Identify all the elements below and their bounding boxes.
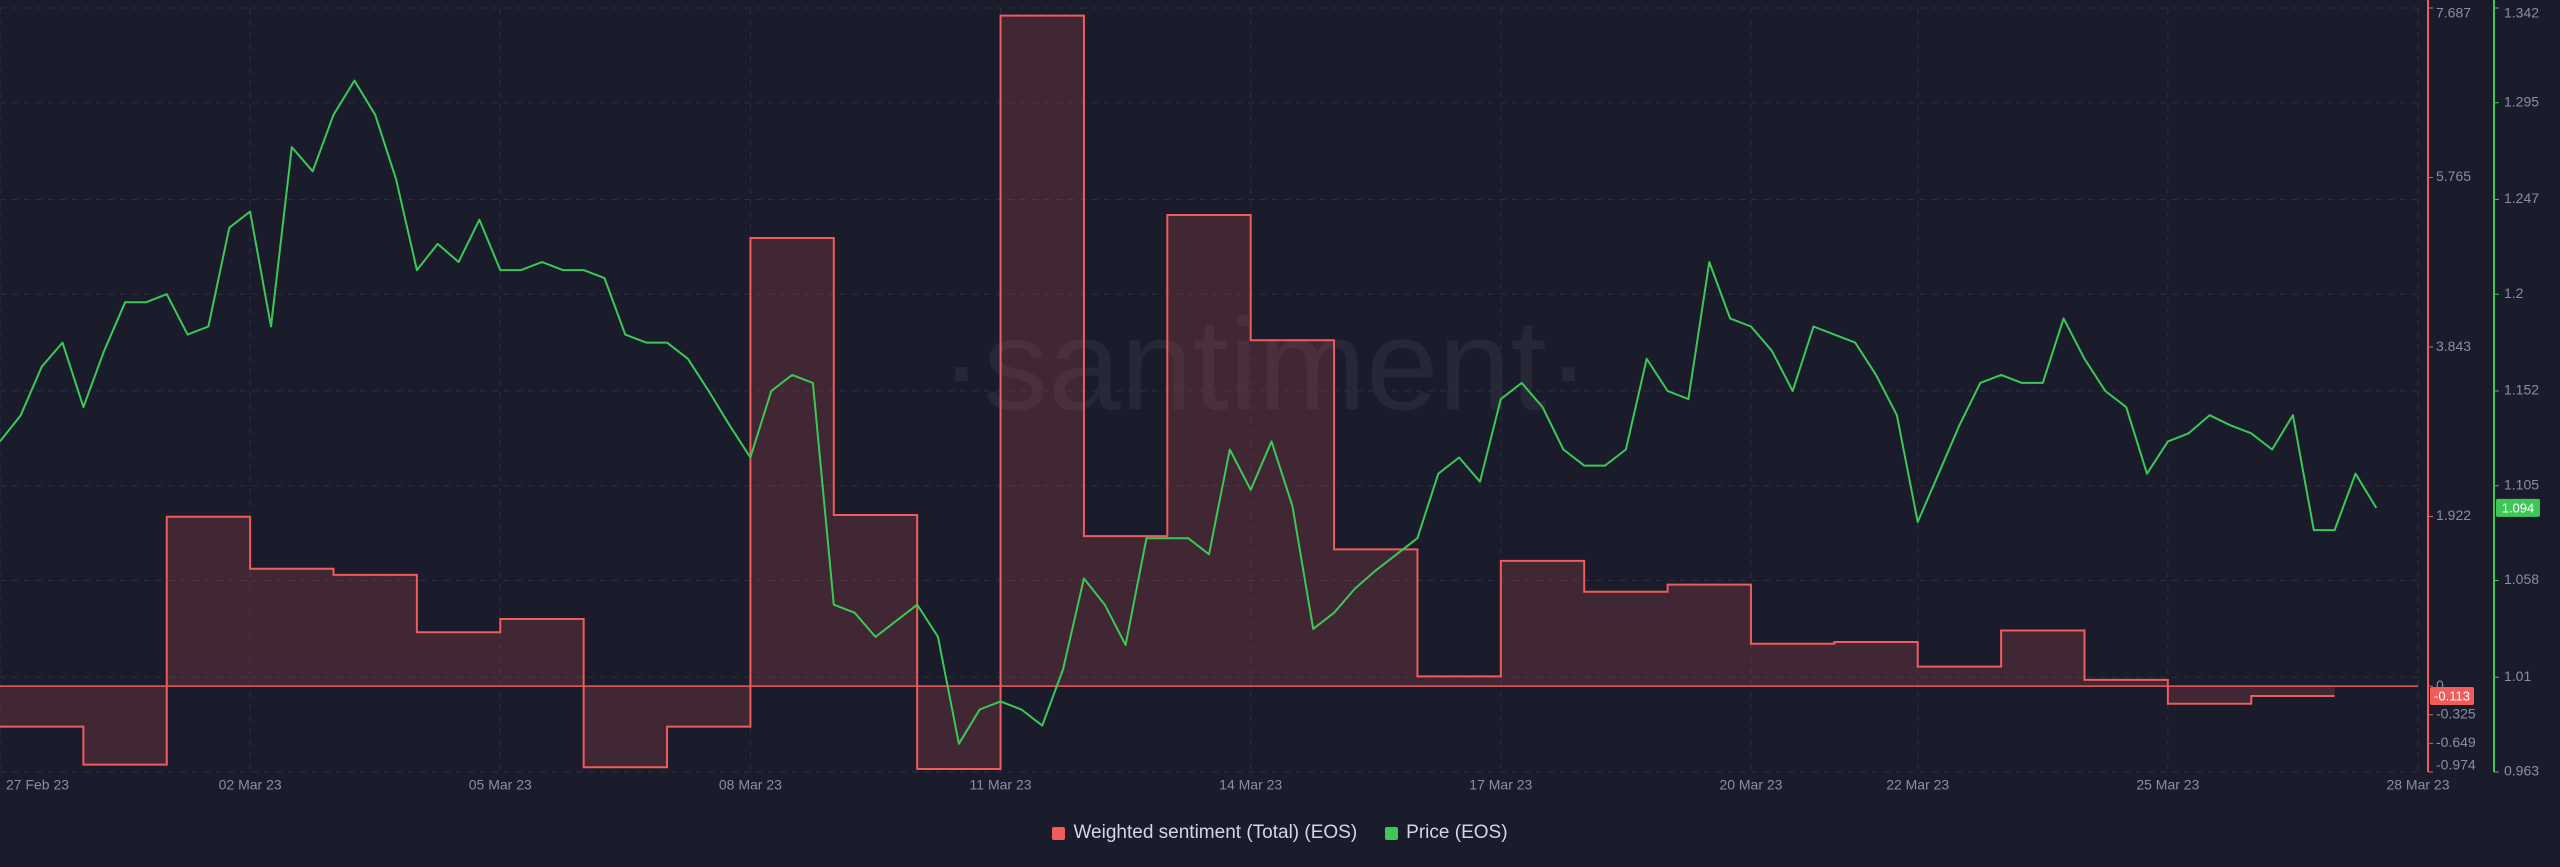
y2-tick-label: 1.01 (2504, 668, 2531, 684)
y-tick-label: 5.765 (2436, 168, 2471, 184)
x-tick-label: 11 Mar 23 (970, 777, 1032, 793)
value-badge-label: -0.113 (2434, 688, 2470, 703)
y-tick-label: 7.687 (2436, 5, 2471, 21)
watermark: ·santiment· (940, 291, 1590, 437)
value-badge (2430, 687, 2474, 706)
sentiment-bar (1667, 584, 1751, 687)
y-tick-label: 1.922 (2436, 507, 2471, 523)
x-tick-label: 17 Mar 23 (1469, 777, 1532, 793)
sentiment-bar (2001, 630, 2085, 687)
x-tick-label: 22 Mar 23 (1886, 777, 1949, 793)
sentiment-bar (416, 632, 501, 687)
legend-swatch (1385, 826, 1399, 840)
y2-tick-label: 1.2 (2504, 285, 2524, 301)
sentiment-bar (917, 686, 1001, 770)
sentiment-bar (500, 619, 584, 687)
y-tick-label: 3.843 (2436, 338, 2471, 354)
sentiment-bar (667, 686, 751, 727)
sentiment-bar (1000, 15, 1084, 687)
sentiment-bar (250, 568, 334, 687)
legend-swatch (1052, 826, 1066, 840)
legend-item[interactable]: Price (EOS) (1385, 822, 1508, 844)
sentiment-outline (0, 14, 2335, 771)
y2-tick-label: 1.247 (2504, 190, 2539, 206)
sentiment-bar (2251, 686, 2335, 697)
sentiment-bar (1500, 560, 1585, 687)
y2-tick-label: 1.295 (2504, 93, 2539, 109)
sentiment-bar (1083, 536, 1168, 687)
sentiment-bar (333, 574, 417, 687)
y2-tick-label: 0.963 (2504, 763, 2539, 779)
x-tick-label: 28 Mar 23 (2386, 777, 2449, 793)
x-tick-label: 14 Mar 23 (1219, 777, 1282, 793)
sentiment-bar (1250, 340, 1335, 687)
sentiment-bar (83, 686, 167, 765)
y2-tick-label: 1.105 (2504, 476, 2539, 492)
sentiment-bar (166, 516, 251, 687)
legend: Weighted sentiment (Total) (EOS) Price (E… (0, 815, 2560, 851)
y2-tick-label: 1.058 (2504, 571, 2539, 587)
y-tick-label: -0.974 (2436, 757, 2476, 773)
x-tick-label: 25 Mar 23 (2136, 777, 2199, 793)
y-tick-label: 0 (2436, 677, 2444, 693)
sentiment-bar (2167, 686, 2252, 704)
sentiment-bar (1417, 676, 1501, 687)
legend-label: Weighted sentiment (Total) (EOS) (1073, 822, 1358, 843)
sentiment-bar (1584, 591, 1668, 687)
sentiment-bar (583, 686, 668, 768)
y-tick-label: -0.649 (2436, 734, 2476, 750)
sentiment-bar (1750, 643, 1835, 687)
chart: ·santiment· 27 Feb 23 02 Mar 23 05 Mar 23 0… (0, 0, 2540, 793)
value-badge (2496, 498, 2540, 517)
y2-tick-label: 1.152 (2504, 382, 2539, 398)
price-line (0, 79, 2378, 745)
legend-item[interactable]: Weighted sentiment (Total) (EOS) (1052, 822, 1357, 844)
sentiment-bar (833, 514, 918, 687)
y-tick-label: -0.325 (2436, 705, 2476, 721)
sentiment-bar (1834, 641, 1918, 687)
sentiment-bar (1334, 549, 1418, 687)
sentiment-bar (1917, 666, 2002, 687)
x-tick-label: 27 Feb 23 (6, 777, 69, 793)
sentiment-bar (0, 686, 84, 727)
x-tick-label: 20 Mar 23 (1719, 777, 1782, 793)
legend-label: Price (EOS) (1406, 822, 1508, 843)
y2-tick-label: 1.342 (2504, 5, 2539, 21)
x-tick-label: 05 Mar 23 (469, 777, 532, 793)
sentiment-bar (2084, 679, 2168, 687)
x-tick-label: 02 Mar 23 (219, 777, 282, 793)
x-tick-label: 08 Mar 23 (719, 777, 782, 793)
value-badge-label: 1.094 (2502, 500, 2535, 515)
sentiment-bar (1167, 215, 1251, 687)
